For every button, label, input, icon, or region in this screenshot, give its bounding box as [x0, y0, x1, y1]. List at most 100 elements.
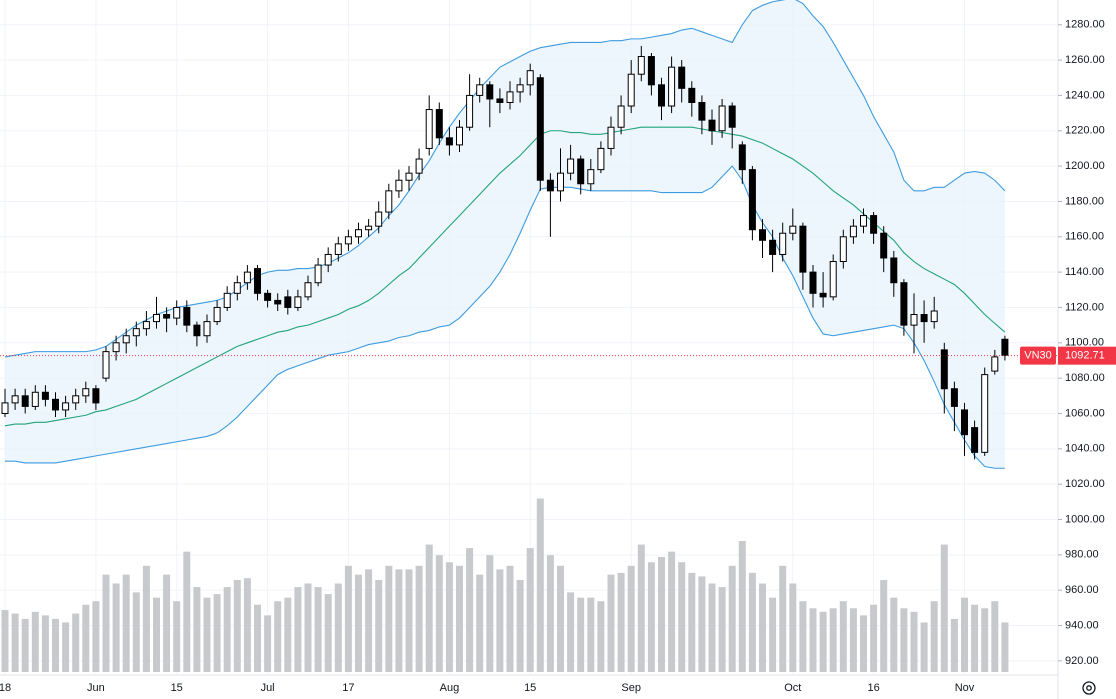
candle-body [738, 144, 746, 171]
volume-bar [950, 618, 958, 672]
volume-bar [779, 565, 787, 672]
y-tick-label: 1220.00 [1065, 125, 1105, 137]
candle-body [557, 172, 564, 192]
x-tick-label: Aug [440, 682, 460, 694]
volume-bar [971, 604, 979, 672]
candle-body [1, 402, 9, 414]
volume-bar [668, 551, 676, 672]
volume-bar [829, 608, 837, 672]
candle-body [425, 109, 433, 149]
volume-bar [132, 592, 140, 672]
band-upper [4, 0, 1006, 358]
candle-body [274, 299, 282, 305]
x-tick-label: 15 [171, 682, 183, 694]
candle-body [142, 321, 150, 330]
volume-bar [647, 562, 655, 672]
volume-bar [334, 583, 342, 672]
candle-body [193, 324, 201, 337]
volume-bar [21, 618, 29, 672]
y-tick-label: 920.00 [1065, 655, 1099, 667]
candle-body [375, 211, 383, 227]
volume-bar [92, 601, 100, 672]
volume-bar [597, 601, 605, 672]
candle-body [153, 314, 160, 323]
volume-bar [890, 597, 898, 672]
candle-body [718, 105, 726, 132]
candle-body [1001, 338, 1009, 356]
volume-bar [243, 578, 251, 672]
volume-bar [344, 565, 352, 672]
volume-bar [1, 610, 9, 672]
candle-body [688, 87, 696, 103]
candle-body [759, 229, 766, 241]
volume-bar [274, 601, 282, 672]
volume-bar [759, 583, 766, 672]
candle-body [415, 158, 423, 174]
candle-body [678, 66, 686, 89]
candle-body [21, 395, 29, 407]
candle-body [264, 292, 272, 301]
volume-bar [11, 613, 19, 672]
volume-bar [819, 611, 827, 672]
candle-body [819, 292, 827, 298]
candle-body [971, 427, 979, 453]
settings-icon[interactable] [1082, 681, 1096, 695]
volume-bar [375, 579, 383, 672]
symbol-badge [1020, 346, 1056, 365]
x-tick-label: Sep [621, 682, 641, 694]
symbol-label: VN30 [1024, 350, 1052, 362]
volume-bar [728, 565, 736, 672]
volume-bar [546, 555, 554, 672]
volume-bar [466, 548, 474, 672]
volume-bar [153, 597, 160, 672]
candle-body [223, 292, 231, 308]
candle-body [52, 398, 59, 411]
volume-bar [284, 597, 292, 672]
volume-bar [314, 587, 322, 672]
candle-body [668, 66, 676, 107]
candle-body [395, 179, 403, 192]
candle-body [72, 395, 80, 404]
candle-body [627, 73, 635, 107]
volume-bar [405, 569, 413, 672]
volume-bar [41, 615, 49, 672]
candle-body [577, 158, 585, 185]
candle-body [435, 109, 443, 139]
x-tick-label: Jun [87, 682, 105, 694]
y-tick-label: 1280.00 [1065, 19, 1105, 31]
volume-bar [607, 574, 615, 672]
volume-bar [213, 594, 221, 672]
candle-body [92, 388, 100, 404]
band-middle [4, 126, 1006, 427]
volume-bar [516, 579, 524, 672]
candle-body [870, 215, 878, 234]
candle-body [405, 172, 413, 181]
volume-bar [365, 569, 373, 672]
volume-bar [981, 608, 989, 672]
volume-bar [738, 541, 746, 672]
y-tick-label: 1040.00 [1065, 443, 1105, 455]
candle-body [122, 335, 130, 344]
y-tick-label: 960.00 [1065, 584, 1099, 596]
volume-bar [324, 594, 332, 672]
candle-body [880, 232, 888, 259]
volume-bar [557, 565, 564, 672]
candle-body [728, 105, 736, 128]
candle-body [526, 70, 534, 86]
volume-bar [355, 574, 362, 672]
volume-bar [1001, 622, 1009, 672]
volume-bar [678, 562, 686, 672]
candle-body [365, 225, 373, 231]
volume-bar [577, 597, 585, 672]
volume-bar [617, 572, 625, 672]
y-tick-label: 1020.00 [1065, 478, 1105, 490]
volume-bar [627, 565, 635, 672]
volume-bar [789, 583, 797, 672]
candle-body [233, 282, 241, 294]
volume-bar [203, 597, 211, 672]
volume-bar [435, 555, 443, 672]
y-tick-label: 1180.00 [1065, 195, 1104, 207]
candle-body [930, 310, 938, 323]
volume-bar [496, 569, 504, 672]
